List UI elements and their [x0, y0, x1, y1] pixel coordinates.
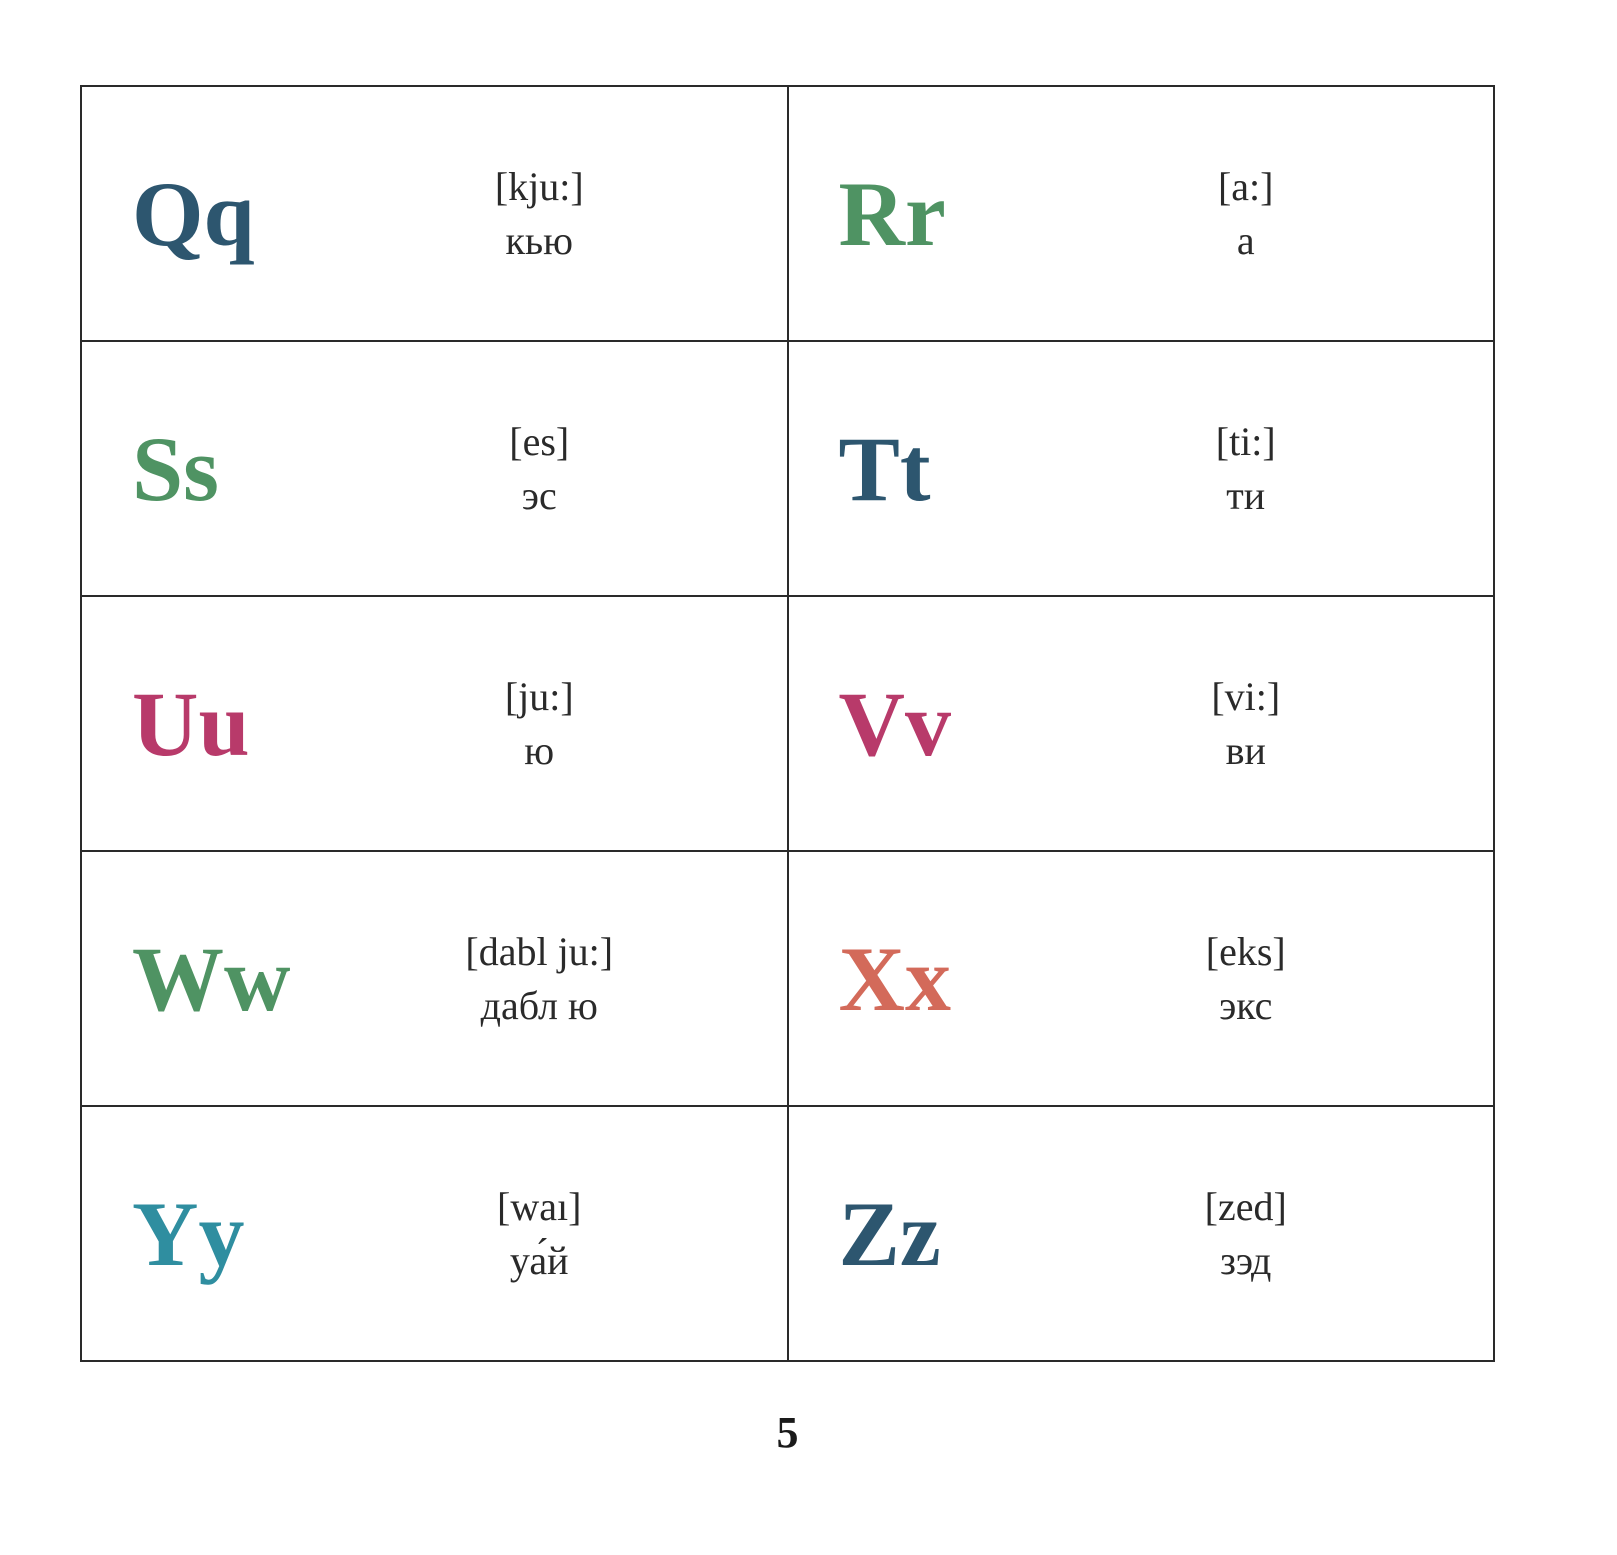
table-row: Qq[kju:]кьюRr[a:]а [81, 86, 1494, 341]
letter: Tt [839, 423, 1059, 515]
ipa-transcription: [es] [352, 415, 727, 469]
transliteration: ти [1059, 469, 1434, 523]
letter: Zz [839, 1188, 1059, 1280]
alphabet-cell: Vv[vi:]ви [788, 596, 1495, 851]
letter: Xx [839, 933, 1059, 1025]
ipa-transcription: [a:] [1059, 160, 1434, 214]
transliteration: уа́й [352, 1234, 727, 1288]
ipa-transcription: [kju:] [352, 160, 727, 214]
pronunciation: [waı]уа́й [352, 1180, 747, 1288]
transliteration: эс [352, 469, 727, 523]
ipa-transcription: [vi:] [1059, 670, 1434, 724]
cell-inner: Uu[ju:]ю [82, 597, 787, 850]
ipa-transcription: [ju:] [352, 670, 727, 724]
ipa-transcription: [dabl ju:] [352, 925, 727, 979]
table-row: Uu[ju:]юVv[vi:]ви [81, 596, 1494, 851]
alphabet-cell: Tt[ti:]ти [788, 341, 1495, 596]
pronunciation: [a:]а [1059, 160, 1454, 268]
cell-inner: Vv[vi:]ви [789, 597, 1494, 850]
cell-inner: Rr[a:]а [789, 87, 1494, 340]
ipa-transcription: [eks] [1059, 925, 1434, 979]
cell-inner: Zz[zed]зэд [789, 1107, 1494, 1360]
transliteration: кью [352, 214, 727, 268]
alphabet-cell: Uu[ju:]ю [81, 596, 788, 851]
pronunciation: [dabl ju:]дабл ю [352, 925, 747, 1033]
letter: Rr [839, 168, 1059, 260]
transliteration: а [1059, 214, 1434, 268]
ipa-transcription: [zed] [1059, 1180, 1434, 1234]
pronunciation: [ti:]ти [1059, 415, 1454, 523]
letter: Ww [132, 933, 352, 1025]
letter: Uu [132, 678, 352, 770]
alphabet-cell: Ss[es]эс [81, 341, 788, 596]
pronunciation: [vi:]ви [1059, 670, 1454, 778]
table-row: Yy[waı]уа́йZz[zed]зэд [81, 1106, 1494, 1361]
cell-inner: Tt[ti:]ти [789, 342, 1494, 595]
cell-inner: Ww[dabl ju:]дабл ю [82, 852, 787, 1105]
transliteration: экс [1059, 979, 1434, 1033]
alphabet-cell: Rr[a:]а [788, 86, 1495, 341]
table-row: Ss[es]эсTt[ti:]ти [81, 341, 1494, 596]
alphabet-cell: Yy[waı]уа́й [81, 1106, 788, 1361]
alphabet-cell: Xx[eks]экс [788, 851, 1495, 1106]
alphabet-table-body: Qq[kju:]кьюRr[a:]аSs[es]эсTt[ti:]тиUu[ju… [81, 86, 1494, 1361]
transliteration: зэд [1059, 1234, 1434, 1288]
letter: Ss [132, 423, 352, 515]
letter: Qq [132, 168, 352, 260]
alphabet-cell: Zz[zed]зэд [788, 1106, 1495, 1361]
pronunciation: [es]эс [352, 415, 747, 523]
alphabet-page: Qq[kju:]кьюRr[a:]аSs[es]эсTt[ti:]тиUu[ju… [80, 85, 1495, 1458]
letter: Vv [839, 678, 1059, 770]
transliteration: ю [352, 724, 727, 778]
cell-inner: Yy[waı]уа́й [82, 1107, 787, 1360]
pronunciation: [eks]экс [1059, 925, 1454, 1033]
pronunciation: [kju:]кью [352, 160, 747, 268]
alphabet-cell: Ww[dabl ju:]дабл ю [81, 851, 788, 1106]
transliteration: ви [1059, 724, 1434, 778]
alphabet-table: Qq[kju:]кьюRr[a:]аSs[es]эсTt[ti:]тиUu[ju… [80, 85, 1495, 1362]
ipa-transcription: [ti:] [1059, 415, 1434, 469]
alphabet-cell: Qq[kju:]кью [81, 86, 788, 341]
pronunciation: [ju:]ю [352, 670, 747, 778]
cell-inner: Xx[eks]экс [789, 852, 1494, 1105]
cell-inner: Qq[kju:]кью [82, 87, 787, 340]
ipa-transcription: [waı] [352, 1180, 727, 1234]
pronunciation: [zed]зэд [1059, 1180, 1454, 1288]
letter: Yy [132, 1188, 352, 1280]
cell-inner: Ss[es]эс [82, 342, 787, 595]
table-row: Ww[dabl ju:]дабл юXx[eks]экс [81, 851, 1494, 1106]
page-number: 5 [80, 1407, 1495, 1458]
transliteration: дабл ю [352, 979, 727, 1033]
